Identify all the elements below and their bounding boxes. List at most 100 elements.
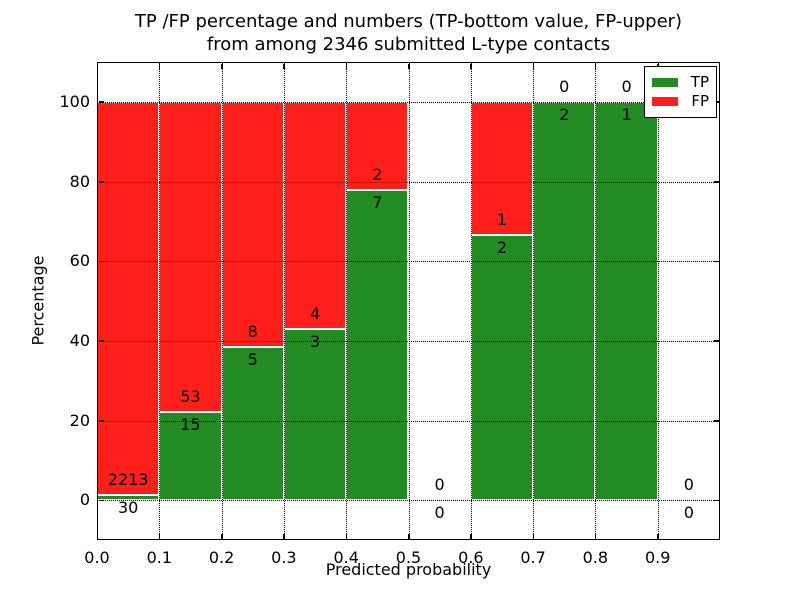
tp-bar-segment [533, 101, 596, 501]
tp-count-label: 0 [683, 503, 694, 523]
legend: TP FP [644, 66, 717, 118]
tp-count-label: 3 [309, 332, 321, 352]
x-tick-label: 0.4 [333, 548, 359, 567]
fp-count-label: 0 [683, 475, 694, 495]
x-tick-label: 0.2 [208, 548, 235, 567]
vertical-gridline [533, 62, 535, 540]
tp-bar-segment [346, 190, 409, 501]
tp-count-label: 5 [247, 349, 258, 369]
y-tick-label: 80 [69, 171, 90, 191]
y-tickmark [98, 499, 104, 502]
legend-entry-fp: FP [652, 92, 709, 111]
y-tickmark [98, 420, 104, 422]
y-tickmark-right [713, 260, 719, 263]
fp-count-label: 2213 [107, 469, 149, 489]
x-tickmark [345, 533, 348, 539]
y-tickmark [98, 340, 104, 342]
x-tickmark-top [470, 63, 472, 69]
chart-title-line-2: from among 2346 submitted L-type contact… [206, 34, 611, 55]
fp-bar-segment [97, 101, 160, 495]
tp-count-label: 2 [496, 237, 508, 257]
legend-entry-tp: TP [652, 73, 709, 92]
horizontal-gridline [97, 340, 720, 342]
x-tick-label: 0.9 [644, 548, 671, 567]
horizontal-gridline [97, 101, 720, 103]
x-tickmark-top [594, 63, 597, 69]
horizontal-gridline [97, 420, 720, 422]
y-tickmark [98, 101, 104, 103]
tp-count-label: 2 [559, 104, 570, 124]
horizontal-gridline [97, 181, 720, 183]
y-tick-label: 40 [69, 330, 90, 350]
x-tickmark [221, 533, 223, 539]
tp-bar-segment [595, 101, 658, 501]
horizontal-gridline [97, 500, 720, 502]
tp-bar-segment [470, 234, 534, 501]
vertical-gridline [159, 62, 161, 540]
x-tickmark-top [532, 63, 535, 69]
tp-count-label: 30 [117, 497, 139, 517]
x-tick-label: 0.1 [146, 548, 173, 567]
x-tick-label: 0.3 [271, 548, 297, 567]
vertical-gridline [595, 62, 597, 540]
fp-count-label: 1 [496, 209, 508, 229]
vertical-gridline [657, 62, 659, 540]
x-tickmark-top [158, 63, 161, 69]
tp-swatch-icon [652, 78, 678, 87]
x-tick-label: 0.7 [520, 548, 546, 567]
x-tickmark [594, 533, 597, 539]
tp-bar-segment [221, 346, 284, 501]
fp-bar-segment [470, 101, 534, 235]
x-tick-label: 0.6 [458, 548, 484, 567]
vertical-gridline [283, 62, 285, 540]
x-tickmark [657, 533, 659, 539]
y-tickmark-right [713, 340, 719, 342]
x-tickmark [158, 533, 161, 539]
fp-count-label: 0 [559, 76, 570, 96]
x-tickmark-top [408, 63, 410, 69]
x-tick-label: 0.8 [582, 548, 609, 567]
x-tickmark [283, 533, 285, 539]
fp-bar-segment [283, 101, 347, 330]
x-tickmark-top [221, 63, 223, 69]
fp-count-label: 53 [180, 387, 201, 407]
legend-label-tp: TP [690, 73, 709, 91]
x-tickmark [470, 533, 472, 539]
y-tick-label: 100 [59, 91, 90, 111]
fp-bar-segment [221, 101, 284, 347]
y-tickmark-right [713, 420, 719, 422]
vertical-gridline [470, 62, 472, 540]
x-tickmark-top [345, 63, 348, 69]
vertical-gridline [221, 62, 223, 540]
y-tickmark-right [713, 181, 719, 183]
tp-count-label: 0 [434, 503, 445, 523]
tp-count-label: 1 [621, 104, 632, 124]
x-tick-label: 0.5 [395, 548, 422, 567]
fp-count-label: 0 [434, 475, 445, 495]
y-tickmark-right [713, 499, 719, 502]
x-tickmark [408, 533, 410, 539]
y-tickmark [98, 181, 104, 183]
y-axis-label: Percentage [28, 255, 48, 346]
tp-count-label: 15 [180, 415, 201, 435]
chart-title-line-1: TP /FP percentage and numbers (TP-bottom… [134, 11, 683, 32]
y-tick-label: 0 [79, 490, 90, 510]
x-axis-label: Predicted probability [325, 560, 492, 579]
fp-count-label: 0 [621, 76, 632, 96]
vertical-gridline [346, 62, 348, 540]
legend-label-fp: FP [691, 92, 709, 110]
horizontal-gridline [97, 261, 720, 263]
x-tickmark-top [96, 63, 98, 69]
x-tickmark [532, 533, 535, 539]
vertical-gridline [408, 62, 410, 540]
y-tick-label: 20 [69, 410, 90, 430]
tp-count-label: 7 [372, 193, 383, 213]
fp-count-label: 4 [309, 304, 321, 324]
y-tickmark [98, 260, 104, 263]
fp-bar-segment [159, 101, 222, 413]
x-tick-label: 0.0 [84, 548, 110, 567]
tp-bar-segment [283, 329, 347, 501]
x-tickmark-top [283, 63, 285, 69]
y-tick-label: 60 [69, 251, 90, 271]
